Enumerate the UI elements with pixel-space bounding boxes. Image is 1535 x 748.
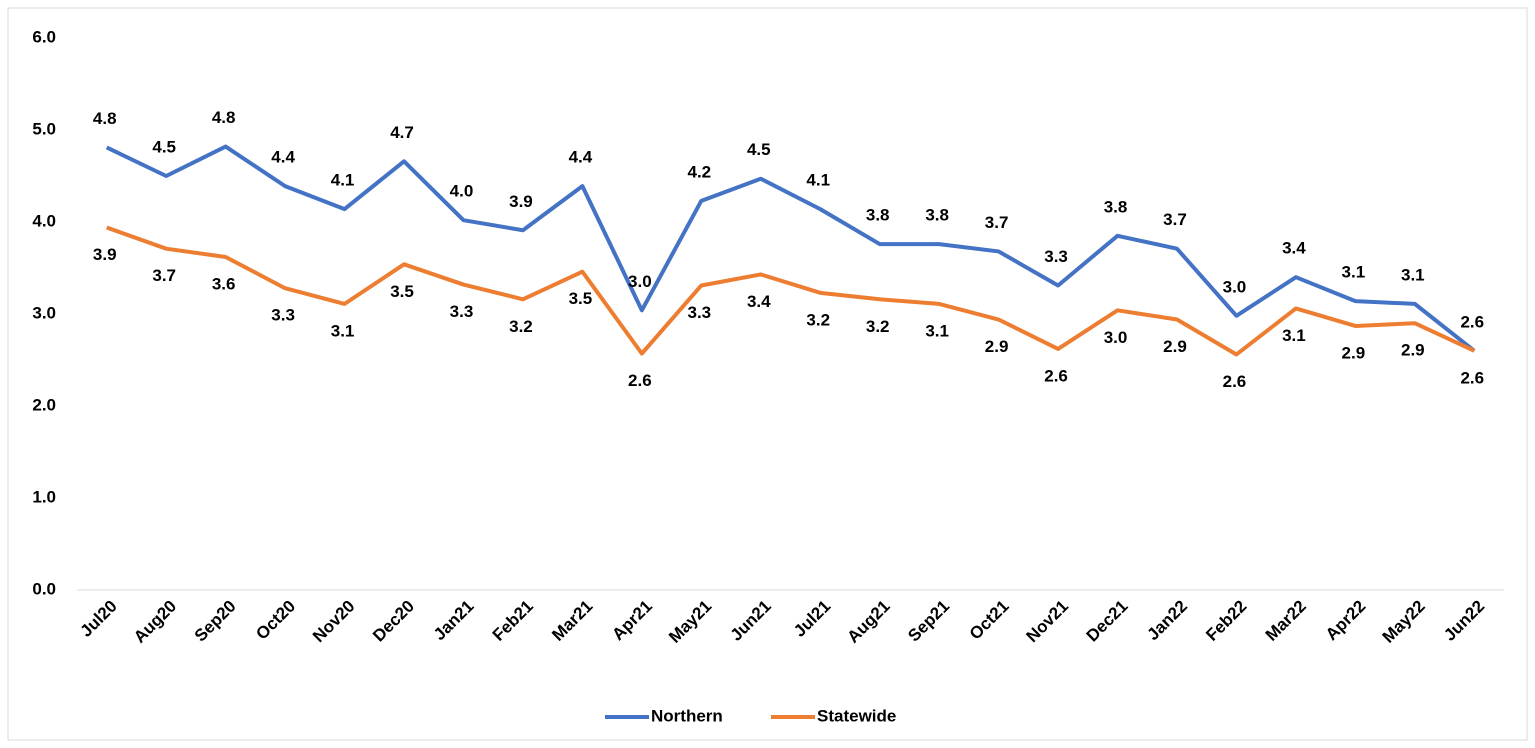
data-label: 2.9 — [1342, 343, 1366, 362]
data-label: 3.8 — [925, 206, 949, 225]
data-label: 3.4 — [747, 292, 771, 311]
data-label: 3.1 — [1342, 263, 1366, 282]
data-label: 3.0 — [1223, 277, 1247, 296]
data-label: 3.3 — [450, 302, 474, 321]
data-label: 3.9 — [509, 192, 533, 211]
data-label: 2.6 — [1460, 368, 1484, 387]
data-label: 2.9 — [985, 337, 1009, 356]
data-label: 2.6 — [1044, 366, 1068, 385]
data-label: 3.0 — [1104, 328, 1128, 347]
y-tick-label: 5.0 — [32, 119, 56, 138]
data-label: 3.0 — [628, 272, 652, 291]
data-label: 3.4 — [1282, 239, 1306, 258]
legend-label: Statewide — [817, 706, 896, 725]
data-label: 3.2 — [509, 317, 533, 336]
data-label: 4.0 — [450, 182, 474, 201]
series-line — [105, 144, 1476, 353]
y-tick-label: 4.0 — [32, 211, 56, 230]
data-label: 4.2 — [687, 162, 711, 181]
data-label: 3.7 — [1163, 210, 1187, 229]
data-label: 4.8 — [212, 108, 236, 127]
data-label: 3.8 — [1104, 197, 1128, 216]
data-label: 2.9 — [1401, 341, 1425, 360]
data-label: 3.6 — [212, 274, 236, 293]
data-label: 3.7 — [985, 213, 1009, 232]
data-label: 4.4 — [271, 148, 295, 167]
data-label: 3.1 — [331, 321, 355, 340]
data-label: 2.9 — [1163, 337, 1187, 356]
data-label: 4.7 — [390, 123, 414, 142]
data-label: 4.5 — [152, 137, 176, 156]
data-label: 3.5 — [569, 289, 593, 308]
data-label: 4.8 — [93, 109, 117, 128]
data-label: 2.6 — [1460, 312, 1484, 331]
chart-border — [7, 7, 1528, 741]
series-line — [106, 225, 1476, 357]
y-tick-label: 3.0 — [32, 303, 56, 322]
data-label: 3.1 — [1282, 326, 1306, 345]
data-label: 3.1 — [1401, 265, 1425, 284]
y-tick-label: 1.0 — [32, 487, 56, 506]
data-label: 3.7 — [152, 266, 176, 285]
data-label: 2.6 — [628, 371, 652, 390]
data-label: 3.3 — [1044, 247, 1068, 266]
data-label: 3.1 — [925, 321, 949, 340]
legend: Northern Statewide — [605, 706, 896, 725]
data-label: 4.1 — [331, 171, 355, 190]
data-label: 4.1 — [806, 171, 830, 190]
data-label: 4.5 — [747, 140, 771, 159]
y-tick-label: 6.0 — [32, 27, 56, 46]
legend-label: Northern — [651, 706, 723, 725]
data-label: 3.9 — [93, 245, 117, 264]
y-tick-label: 2.0 — [32, 395, 56, 414]
y-tick-label: 0.0 — [32, 579, 56, 598]
data-label: 3.8 — [866, 206, 890, 225]
data-label: 2.6 — [1223, 372, 1247, 391]
data-label: 3.5 — [390, 282, 414, 301]
data-label: 3.2 — [806, 310, 830, 329]
data-label: 3.3 — [271, 306, 295, 325]
data-label: 3.2 — [866, 317, 890, 336]
data-label: 3.3 — [687, 303, 711, 322]
data-label: 4.4 — [569, 148, 593, 167]
